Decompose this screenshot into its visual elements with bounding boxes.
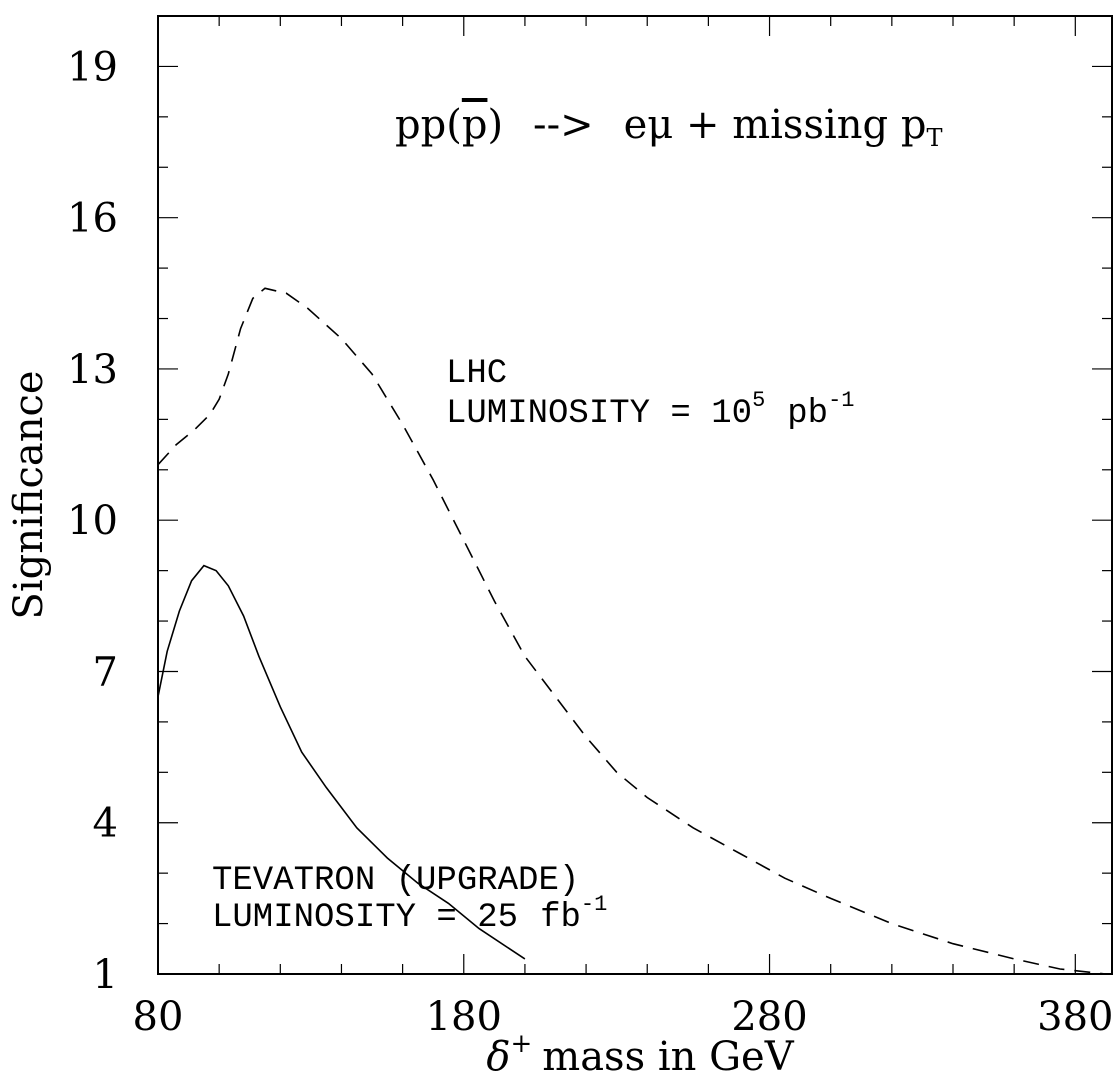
x-axis-symbol: δ	[486, 1034, 510, 1080]
tev-lumi-text: LUMINOSITY = 25	[212, 899, 518, 937]
y-tick-label: 19	[67, 44, 118, 90]
plot-frame	[157, 15, 1113, 975]
y-tick-label: 1	[93, 952, 118, 998]
process-subscript: T	[926, 124, 942, 152]
y-tick-label: 16	[67, 196, 118, 242]
tevatron-label: TEVATRON (UPGRADE)	[212, 862, 579, 900]
y-axis-label: Significance	[6, 370, 52, 619]
process-final-state: eμ + missing p	[624, 102, 927, 148]
y-tick-label: 10	[67, 498, 118, 544]
x-tick-label: 80	[133, 994, 184, 1040]
tick-labels: 80 180 280 380 1 4 7 10 13 16 19	[67, 44, 1113, 1040]
axis-ticks	[157, 15, 1112, 975]
tevatron-luminosity: LUMINOSITY = 25 fb-1	[212, 892, 607, 937]
process-suffix: )	[487, 102, 503, 148]
tev-lumi-unit-exp: -1	[581, 892, 607, 917]
dashed-curve	[157, 287, 1106, 975]
lhc-lumi-text: LUMINOSITY = 10	[446, 395, 752, 433]
lhc-label: LHC	[446, 355, 507, 393]
lhc-lumi-unit: pb	[787, 395, 828, 433]
x-tick-label: 180	[426, 994, 502, 1040]
x-axis-text: mass in GeV	[542, 1034, 794, 1080]
process-pbar: p	[462, 102, 488, 148]
tev-lumi-unit: fb	[540, 899, 581, 937]
lhc-lumi-unit-exp: -1	[828, 388, 854, 413]
x-axis-superscript: +	[510, 1029, 532, 1059]
x-tick-label: 380	[1037, 994, 1113, 1040]
series-layer	[157, 287, 1106, 975]
process-prefix: pp(	[395, 102, 462, 148]
y-tick-label: 7	[93, 649, 118, 695]
y-tick-label: 13	[67, 347, 118, 393]
x-axis-label: δ+ mass in GeV	[486, 1029, 794, 1080]
x-tick-label: 280	[731, 994, 807, 1040]
lhc-lumi-exp: 5	[752, 388, 765, 413]
process-arrow: -->	[533, 102, 594, 148]
lhc-luminosity: LUMINOSITY = 105 pb-1	[446, 388, 854, 433]
solid-curve	[157, 564, 526, 960]
process-label: pp(p) --> eμ + missing pT	[395, 102, 942, 152]
y-tick-label: 4	[93, 801, 118, 847]
